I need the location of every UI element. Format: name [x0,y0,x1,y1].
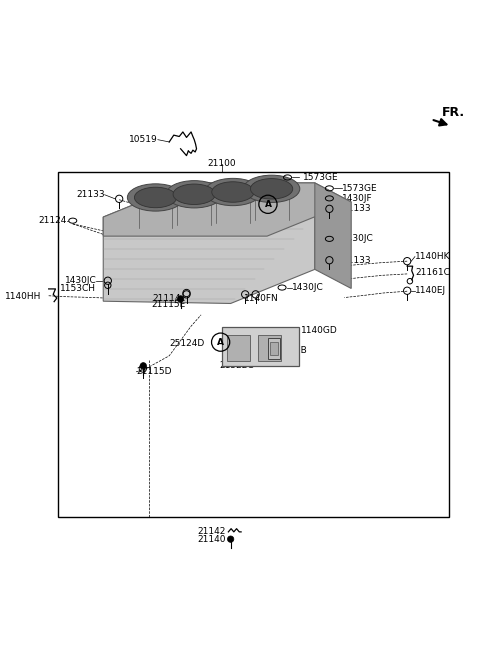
Ellipse shape [127,184,184,211]
Text: 21119B: 21119B [273,346,307,355]
Bar [222,327,299,366]
Bar [268,338,280,359]
Text: FR.: FR. [442,106,465,119]
Text: A: A [217,338,224,347]
Text: 21142: 21142 [198,528,226,536]
Bar [58,171,449,517]
Polygon shape [315,183,351,288]
Polygon shape [103,183,315,304]
Text: 21133: 21133 [76,191,105,199]
Ellipse shape [166,181,222,208]
Ellipse shape [251,179,293,199]
Text: 21133: 21133 [342,256,371,265]
Bar [270,342,278,355]
Text: 1140HK: 1140HK [415,252,450,261]
Text: A: A [264,200,272,209]
Text: 1430JF: 1430JF [342,194,373,203]
Ellipse shape [204,178,261,206]
Text: 1430JC: 1430JC [342,235,374,243]
Text: 21114: 21114 [152,294,180,302]
Text: 21115E: 21115E [151,300,185,309]
Bar [258,335,281,361]
Text: 1140HH: 1140HH [4,292,41,301]
Text: 21140: 21140 [198,535,226,544]
Text: 25124D: 25124D [169,338,204,348]
Text: 21100: 21100 [207,159,236,168]
Text: 1140FN: 1140FN [244,294,279,302]
Circle shape [178,296,184,302]
Text: 1573GE: 1573GE [302,173,338,182]
Bar [227,335,250,361]
Ellipse shape [243,175,300,202]
Ellipse shape [173,184,216,204]
Circle shape [228,536,234,542]
Text: 1430JC: 1430JC [292,283,324,292]
Text: 1153CH: 1153CH [60,284,96,293]
Text: 21161C: 21161C [415,269,450,277]
Ellipse shape [212,182,254,202]
Polygon shape [103,183,351,236]
Ellipse shape [134,187,177,208]
Text: 1573GE: 1573GE [342,184,378,193]
Text: 1430JF: 1430JF [239,183,269,192]
Text: 1430JC: 1430JC [65,276,96,285]
Text: 1140GD: 1140GD [301,327,338,335]
Text: 1140EJ: 1140EJ [415,286,446,295]
Text: 21133: 21133 [342,204,371,214]
Text: 21115D: 21115D [136,367,172,376]
Text: 10519: 10519 [129,135,158,144]
Text: 21522C: 21522C [219,361,254,371]
Circle shape [140,363,146,369]
Text: 21124: 21124 [38,216,67,225]
